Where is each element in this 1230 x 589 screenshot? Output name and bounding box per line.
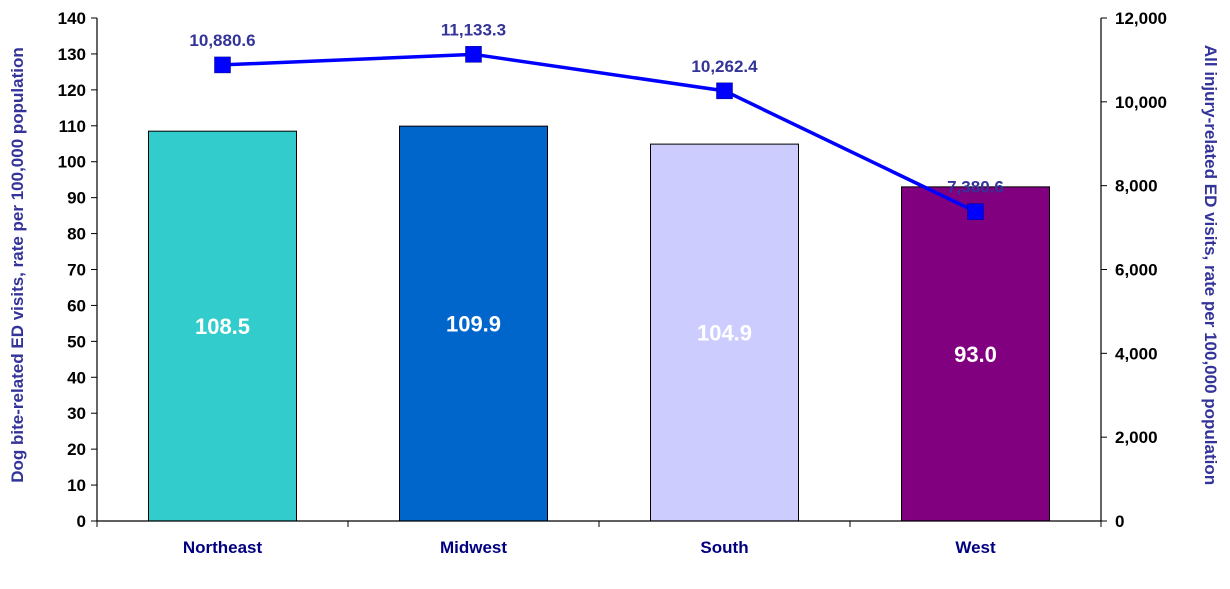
bars-layer [148,125,1050,522]
line-value-label: 10,880.6 [189,31,255,50]
line-value-label: 11,133.3 [441,20,506,39]
bar-west [901,186,1050,522]
right-axis-tick-label: 4,000 [1115,344,1158,363]
labels-layer: 108.5 109.9 104.9 93.0 10,880.6 11,133.3 10,26… [189,20,1003,367]
right-axis-tick-label: 2,000 [1115,428,1158,447]
left-axis-tick-label: 140 [58,9,86,28]
right-axis-tick-label: 6,000 [1115,261,1158,280]
line-series-layer [214,46,984,220]
line-point-west [967,203,984,220]
bar-value-label: 104.9 [697,321,752,346]
left-axis-tick-label: 120 [58,81,86,100]
line-value-label: 10,262.4 [691,57,758,76]
bar-northeast [148,130,297,522]
bar-south [650,143,799,522]
x-axis-category-label: South [700,538,748,557]
left-axis-title: Dog bite-related ED visits, rate per 100… [8,47,27,483]
right-axis-tick-label: 12,000 [1115,9,1167,28]
left-axis-tick-label: 0 [77,512,86,531]
line-point-northeast [214,56,231,74]
right-axis-tick-label: 0 [1115,512,1124,531]
line-point-south [716,82,733,100]
left-axis-tick-label: 100 [58,153,86,172]
left-axis-tick-label: 40 [67,368,86,387]
bar-value-label: 108.5 [195,314,250,339]
line-point-midwest [465,46,482,63]
left-axis-tick-label: 70 [67,261,86,280]
left-axis-tick-label: 110 [59,117,86,136]
right-axis-tick-label: 8,000 [1115,177,1158,196]
left-axis-tick-label: 20 [67,440,86,459]
left-axis-tick-label: 50 [67,332,86,351]
x-axis-category-label: Midwest [440,538,507,557]
x-axis-category-label: Northeast [183,538,263,557]
axes-layer: 0 10 20 30 40 50 60 70 80 90 100 110 120 130 140 0 2,000… [58,9,1167,557]
left-axis-tick-label: 30 [67,404,86,423]
left-axis-tick-label: 90 [67,189,86,208]
x-axis-category-label: West [955,538,996,557]
bar-value-label: 109.9 [446,312,501,337]
bar-value-label: 93.0 [954,342,997,367]
bar-midwest [399,125,548,522]
left-axis-tick-label: 60 [67,296,86,315]
line-series-path [222,52,977,214]
right-axis-title: All injury-related ED visits, rate per 1… [1201,45,1220,485]
left-axis-tick-label: 80 [67,225,86,244]
right-axis-tick-label: 10,000 [1115,93,1167,112]
left-axis-tick-label: 10 [67,476,86,495]
left-axis-tick-label: 130 [58,45,86,64]
line-value-label: 7,380.6 [947,178,1004,197]
